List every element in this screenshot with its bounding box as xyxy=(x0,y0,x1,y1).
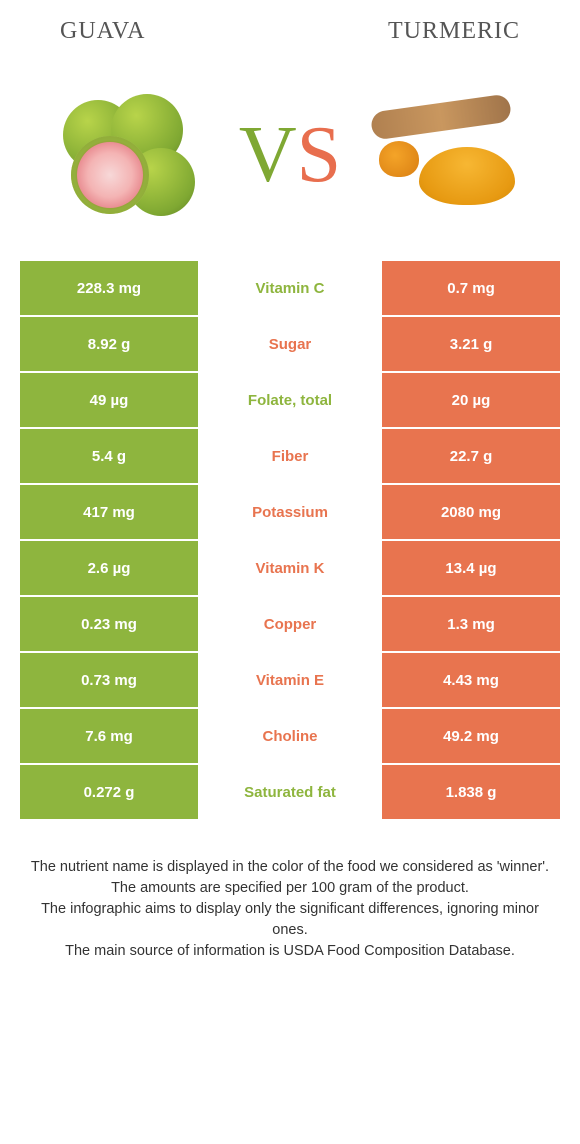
turmeric-image xyxy=(357,85,527,225)
footer-line: The amounts are specified per 100 gram o… xyxy=(24,878,556,899)
nutrient-label: Vitamin C xyxy=(200,261,380,317)
value-right: 3.21 g xyxy=(380,317,560,373)
value-left: 7.6 mg xyxy=(20,709,200,765)
value-right: 1.838 g xyxy=(380,765,560,821)
nutrient-label: Fiber xyxy=(200,429,380,485)
value-right: 4.43 mg xyxy=(380,653,560,709)
nutrient-label: Potassium xyxy=(200,485,380,541)
table-row: 228.3 mgVitamin C0.7 mg xyxy=(20,261,560,317)
value-right: 22.7 g xyxy=(380,429,560,485)
value-left: 5.4 g xyxy=(20,429,200,485)
nutrient-label: Choline xyxy=(200,709,380,765)
table-row: 7.6 mgCholine49.2 mg xyxy=(20,709,560,765)
value-right: 20 µg xyxy=(380,373,560,429)
value-left: 0.73 mg xyxy=(20,653,200,709)
table-row: 0.23 mgCopper1.3 mg xyxy=(20,597,560,653)
value-right: 49.2 mg xyxy=(380,709,560,765)
table-row: 2.6 µgVitamin K13.4 µg xyxy=(20,541,560,597)
vs-v: V xyxy=(239,111,297,199)
table-row: 8.92 gSugar3.21 g xyxy=(20,317,560,373)
value-left: 417 mg xyxy=(20,485,200,541)
value-left: 228.3 mg xyxy=(20,261,200,317)
hero: VS xyxy=(0,55,580,261)
title-right: TURMERIC xyxy=(388,18,520,45)
table-row: 5.4 gFiber22.7 g xyxy=(20,429,560,485)
value-left: 0.23 mg xyxy=(20,597,200,653)
nutrient-label: Saturated fat xyxy=(200,765,380,821)
value-left: 0.272 g xyxy=(20,765,200,821)
value-right: 0.7 mg xyxy=(380,261,560,317)
footer-line: The infographic aims to display only the… xyxy=(24,899,556,941)
footer-notes: The nutrient name is displayed in the co… xyxy=(0,821,580,962)
guava-image xyxy=(53,85,223,225)
vs-label: VS xyxy=(239,110,341,201)
nutrient-label: Vitamin E xyxy=(200,653,380,709)
table-row: 417 mgPotassium2080 mg xyxy=(20,485,560,541)
table-row: 0.73 mgVitamin E4.43 mg xyxy=(20,653,560,709)
value-left: 49 µg xyxy=(20,373,200,429)
value-left: 2.6 µg xyxy=(20,541,200,597)
footer-line: The main source of information is USDA F… xyxy=(24,941,556,962)
nutrient-label: Copper xyxy=(200,597,380,653)
header: GUAVA TURMERIC xyxy=(0,0,580,55)
table-row: 49 µgFolate, total20 µg xyxy=(20,373,560,429)
value-right: 2080 mg xyxy=(380,485,560,541)
footer-line: The nutrient name is displayed in the co… xyxy=(24,857,556,878)
nutrient-table: 228.3 mgVitamin C0.7 mg8.92 gSugar3.21 g… xyxy=(20,261,560,821)
nutrient-label: Sugar xyxy=(200,317,380,373)
nutrient-label: Folate, total xyxy=(200,373,380,429)
nutrient-label: Vitamin K xyxy=(200,541,380,597)
table-row: 0.272 gSaturated fat1.838 g xyxy=(20,765,560,821)
value-right: 1.3 mg xyxy=(380,597,560,653)
value-left: 8.92 g xyxy=(20,317,200,373)
value-right: 13.4 µg xyxy=(380,541,560,597)
vs-s: S xyxy=(297,111,342,199)
title-left: GUAVA xyxy=(60,18,145,45)
